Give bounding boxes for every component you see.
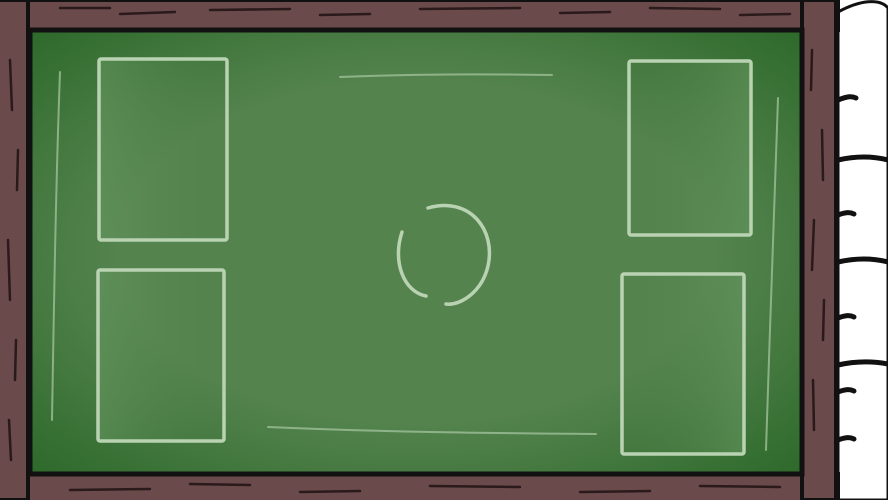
spiral-ring-icon — [835, 94, 888, 443]
card-slot-left-bottom[interactable] — [96, 268, 226, 443]
card-slot-left-top[interactable] — [97, 57, 229, 242]
card-slot-right-bottom[interactable] — [620, 272, 746, 456]
chalk-streaks — [51, 71, 779, 451]
notebook-paper — [832, 0, 888, 500]
card-slot-right-top[interactable] — [627, 59, 753, 237]
center-circle-slot[interactable] — [396, 203, 492, 306]
